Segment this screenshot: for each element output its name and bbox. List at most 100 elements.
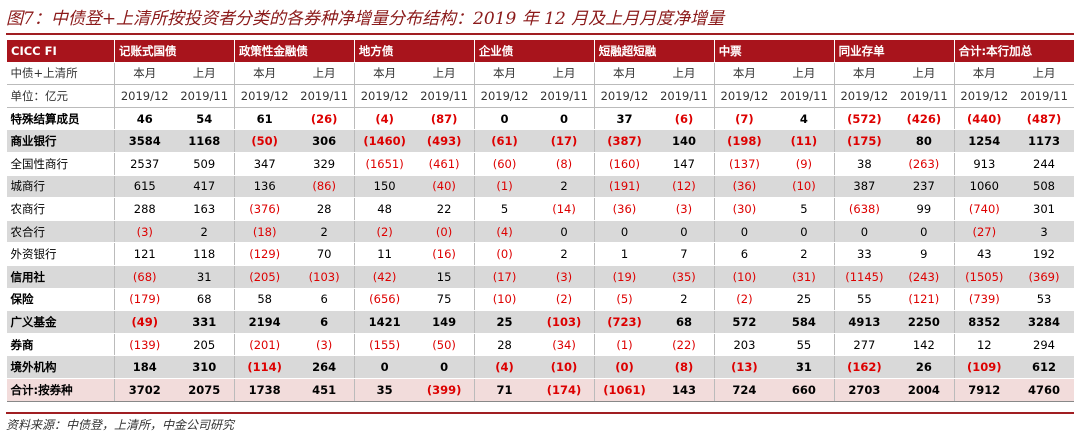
value-cell: 2 — [534, 175, 595, 199]
value-cell: 2194 — [233, 310, 295, 334]
value-cell: 140 — [654, 129, 715, 153]
value-cell: (263) — [894, 152, 955, 176]
value-cell: 2 — [654, 288, 715, 312]
value-cell: (17) — [534, 129, 595, 153]
data-row: 城商行 615 417 136 (86) 150 (40) (1) 2 (191) (12) (36)… — [6, 175, 1074, 199]
value-cell: 192 — [1014, 242, 1074, 266]
value-cell: 1738 — [233, 377, 295, 402]
header-cell: 2019/11 — [654, 84, 715, 108]
header-cell: 2019/12 — [233, 84, 295, 108]
value-cell: (8) — [654, 355, 715, 379]
value-cell: (739) — [953, 288, 1015, 312]
value-cell: 237 — [894, 175, 955, 199]
row-label: 保险 — [6, 288, 115, 312]
header-cell: 2019/12 — [353, 84, 415, 108]
value-cell: (4) — [473, 220, 535, 244]
value-cell: (36) — [593, 197, 655, 221]
value-cell: (87) — [414, 107, 475, 131]
value-cell: 54 — [174, 107, 235, 131]
row-label: 合计:按券种 — [6, 377, 115, 402]
value-cell: (399) — [414, 377, 475, 402]
value-cell: (6) — [654, 107, 715, 131]
value-cell: 277 — [833, 333, 895, 357]
header-cell: 上月 — [534, 62, 595, 86]
value-cell: (49) — [114, 310, 175, 334]
value-cell: 75 — [414, 288, 475, 312]
group-header: 中票 — [713, 40, 835, 63]
header-cell: 2019/12 — [593, 84, 655, 108]
value-cell: 142 — [894, 333, 955, 357]
row-label: 广义基金 — [6, 310, 115, 334]
value-cell: 0 — [654, 220, 715, 244]
value-cell: 0 — [473, 107, 535, 131]
value-cell: 0 — [713, 220, 775, 244]
value-cell: 1173 — [1014, 129, 1074, 153]
value-cell: (139) — [114, 333, 175, 357]
value-cell: (493) — [414, 129, 475, 153]
value-cell: 451 — [294, 377, 355, 402]
value-cell: (2) — [713, 288, 775, 312]
value-cell: (4) — [353, 107, 415, 131]
value-cell: 46 — [114, 107, 175, 131]
value-cell: 33 — [833, 242, 895, 266]
value-cell: 612 — [1014, 355, 1074, 379]
value-cell: (2) — [353, 220, 415, 244]
value-cell: (11) — [774, 129, 835, 153]
value-cell: 0 — [534, 107, 595, 131]
value-cell: 31 — [774, 355, 835, 379]
value-cell: 12 — [953, 333, 1015, 357]
value-cell: (2) — [534, 288, 595, 312]
value-cell: (0) — [593, 355, 655, 379]
header-cell: 本月 — [953, 62, 1015, 86]
value-cell: (7) — [713, 107, 775, 131]
value-cell: 572 — [713, 310, 775, 334]
row-label: 商业银行 — [6, 129, 115, 153]
value-cell: (179) — [114, 288, 175, 312]
header-cell: 上月 — [654, 62, 715, 86]
data-table: CICC FI 记账式国债 政策性金融债 地方债 企业债 短融超短融 中票 同业存单 合计:本行… — [6, 40, 1074, 402]
value-cell: (198) — [713, 129, 775, 153]
value-cell: 184 — [114, 355, 175, 379]
value-cell: 1168 — [174, 129, 235, 153]
value-cell: (201) — [233, 333, 295, 357]
value-cell: 301 — [1014, 197, 1074, 221]
group-header: 记账式国债 — [114, 40, 235, 63]
value-cell: 3 — [1014, 220, 1074, 244]
value-cell: 244 — [1014, 152, 1074, 176]
value-cell: 1 — [593, 242, 655, 266]
value-cell: (26) — [294, 107, 355, 131]
value-cell: (36) — [713, 175, 775, 199]
header-cell: 本月 — [713, 62, 775, 86]
data-row: 信用社 (68) 31 (205) (103) (42) 15 (17) (3) (19) (35)… — [6, 265, 1074, 289]
value-cell: 0 — [774, 220, 835, 244]
value-cell: 150 — [353, 175, 415, 199]
value-cell: (18) — [233, 220, 295, 244]
value-cell: 58 — [233, 288, 295, 312]
header-cell: 2019/11 — [534, 84, 595, 108]
value-cell: (3) — [294, 333, 355, 357]
value-cell: (50) — [414, 333, 475, 357]
value-cell: (3) — [654, 197, 715, 221]
header-cell: 上月 — [174, 62, 235, 86]
value-cell: 4913 — [833, 310, 895, 334]
value-cell: (10) — [713, 265, 775, 289]
value-cell: 331 — [174, 310, 235, 334]
value-cell: (17) — [473, 265, 535, 289]
value-cell: (1505) — [953, 265, 1015, 289]
row-label: 城商行 — [6, 175, 115, 199]
value-cell: 28 — [294, 197, 355, 221]
header-cell: 上月 — [774, 62, 835, 86]
value-cell: (86) — [294, 175, 355, 199]
value-cell: 68 — [654, 310, 715, 334]
value-cell: (191) — [593, 175, 655, 199]
data-row: 外资银行 121 118 (129) 70 11 (16) (0) 2 1 7 6 2 33 9 43 192 — [6, 242, 1074, 266]
source-note: 资料来源：中债登，上清所，中金公司研究 — [6, 412, 1074, 433]
value-cell: 5 — [774, 197, 835, 221]
value-cell: 6 — [713, 242, 775, 266]
value-cell: (376) — [233, 197, 295, 221]
value-cell: (369) — [1014, 265, 1074, 289]
data-row: 保险 (179) 68 58 6 (656) 75 (10) (2) (5) 2 (2) 25 55 (12… — [6, 288, 1074, 312]
subheader-row: 中债+上清所 本月 上月 本月 上月 本月 上月 本月 上月 本月 上月 本月 上月 本月 上月 本月 上月 — [6, 62, 1074, 86]
row-label: 外资银行 — [6, 242, 115, 266]
value-cell: (30) — [713, 197, 775, 221]
